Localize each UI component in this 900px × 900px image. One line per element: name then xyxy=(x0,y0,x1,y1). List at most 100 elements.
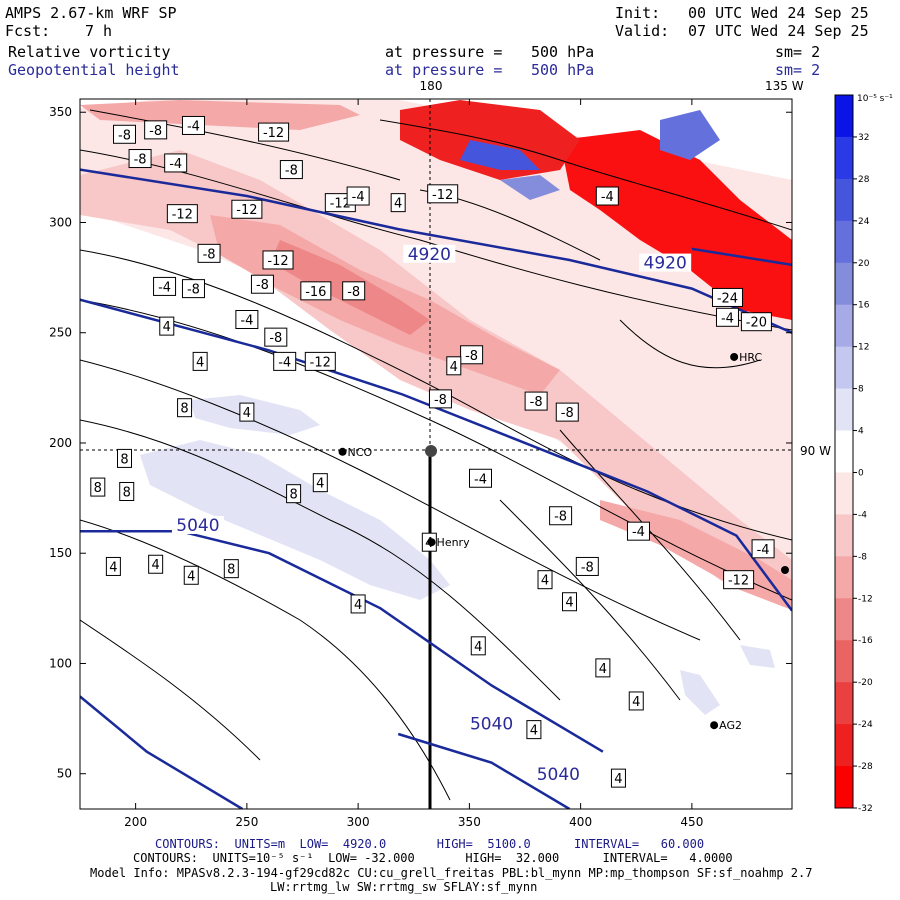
vorticity-label: -4 xyxy=(352,190,365,205)
colorbar-tick-label: 8 xyxy=(858,385,864,395)
height-contour-4920 xyxy=(80,168,792,334)
station-marker xyxy=(781,566,789,574)
colorbar-swatch xyxy=(835,262,853,306)
height-label-bg xyxy=(465,714,518,733)
vorticity-label: -12 xyxy=(236,203,257,218)
y-tick-label: 200 xyxy=(49,436,72,450)
vorticity-label: -4 xyxy=(721,311,734,326)
height-contour-5040 xyxy=(80,695,244,809)
colorbar-tick-label: 0 xyxy=(858,468,864,478)
x-tick-label: 450 xyxy=(680,815,703,829)
station-marker xyxy=(338,447,347,456)
vorticity-label: -8 xyxy=(434,393,447,408)
vort-contour-line xyxy=(619,319,761,369)
colorbar-tick-label: -24 xyxy=(858,720,873,730)
vorticity-label-box xyxy=(262,250,294,270)
vorticity-label: 4 xyxy=(599,662,607,677)
valid-label: Valid: xyxy=(615,22,670,40)
vorticity-label: -4 xyxy=(158,280,171,295)
colorbar-tick-label: 20 xyxy=(858,259,870,269)
vorticity-label-box xyxy=(304,351,336,371)
footer-physics-info: LW:rrtmg_lw SW:rrtmg_sw SFLAY:sf_mynn xyxy=(270,880,538,894)
field2-level-label: at pressure = xyxy=(385,61,503,79)
height-label-bg xyxy=(639,253,692,272)
storm-red2 xyxy=(400,100,580,180)
valid-value: 07 UTC Wed 24 Sep 25 xyxy=(688,22,869,40)
vorticity-label: -8 xyxy=(561,406,574,421)
vorticity-label: -8 xyxy=(149,124,162,139)
vorticity-label-box xyxy=(235,309,259,329)
vorticity-label-box xyxy=(183,565,199,585)
vorticity-label-box xyxy=(119,481,135,501)
vorticity-label: -8 xyxy=(530,395,543,410)
pos-vort-small1 xyxy=(190,395,320,435)
height-label-bg xyxy=(532,765,585,784)
vorticity-label: -8 xyxy=(465,349,478,364)
vorticity-label: -4 xyxy=(474,472,487,487)
y-tick-label: 100 xyxy=(49,656,72,670)
field2-level: 500 hPa xyxy=(531,61,595,79)
pole-marker xyxy=(425,445,437,457)
station-marker xyxy=(730,352,739,361)
vort-contour-line xyxy=(80,419,561,701)
vort-contour-line xyxy=(499,499,681,701)
vorticity-label-box xyxy=(239,402,255,422)
colorbar-swatch xyxy=(835,388,853,432)
colorbar-unit: 10⁻⁵ s⁻¹ xyxy=(857,94,893,104)
vorticity-label-box xyxy=(166,204,198,224)
height-label-bg xyxy=(171,515,224,534)
field1-level-label: at pressure = xyxy=(385,43,503,61)
vorticity-contours xyxy=(80,109,792,801)
colorbar-tick-label: -28 xyxy=(858,762,873,772)
vorticity-label-box xyxy=(715,307,739,327)
vorticity-label: 4 xyxy=(541,574,549,589)
vorticity-label: 4 xyxy=(614,772,622,787)
pos-vort-band xyxy=(140,440,450,600)
vorticity-label-box xyxy=(273,351,297,371)
colorbar-swatch xyxy=(835,766,853,809)
y-tick-label: 350 xyxy=(49,105,72,119)
vorticity-label-box xyxy=(549,506,573,526)
vorticity-label-box xyxy=(192,351,208,371)
field1-name: Relative vorticity xyxy=(8,43,171,61)
vorticity-label-box xyxy=(555,402,579,422)
vorticity-label-box xyxy=(286,484,302,504)
colorbar-swatch xyxy=(835,178,853,222)
vorticity-label-box xyxy=(595,658,611,678)
x-tick-label: 200 xyxy=(124,815,147,829)
vorticity-label: 4 xyxy=(243,406,251,421)
field2-name: Geopotential height xyxy=(8,61,180,79)
vorticity-label-box xyxy=(223,559,239,579)
vorticity-label: -4 xyxy=(169,157,182,172)
init-value: 00 UTC Wed 24 Sep 25 xyxy=(688,4,869,22)
vorticity-label-box xyxy=(312,473,328,493)
vorticity-label-box xyxy=(626,521,650,541)
y-tick-label: 150 xyxy=(49,546,72,560)
footer-vort-contours: CONTOURS: UNITS=10⁻⁵ s⁻¹ LOW= -32.000 HI… xyxy=(133,851,733,865)
init-label: Init: xyxy=(615,4,661,22)
height-label-bg xyxy=(403,244,456,263)
vorticity-label: 4 xyxy=(187,569,195,584)
vorticity-label-box xyxy=(264,327,288,347)
pos-vort-small2 xyxy=(680,670,720,715)
colorbar-tick-label: 16 xyxy=(858,301,870,311)
vorticity-label: -8 xyxy=(118,128,131,143)
station-marker xyxy=(710,721,719,730)
vorticity-label-box xyxy=(250,274,274,294)
vorticity-label: -8 xyxy=(256,278,269,293)
vorticity-label-box xyxy=(181,279,205,299)
vorticity-label-box xyxy=(144,120,168,140)
vorticity-label: 4 xyxy=(163,320,171,335)
vorticity-label: 4 xyxy=(152,558,160,573)
vorticity-label: -8 xyxy=(269,331,282,346)
vorticity-label-box xyxy=(610,768,626,788)
vorticity-label-box xyxy=(562,592,577,612)
footer-model-info: Model Info: MPASv8.2.3-194-gf29cd82c CU:… xyxy=(90,866,813,880)
vorticity-label-box xyxy=(346,186,370,206)
vorticity-label: -4 xyxy=(278,355,291,370)
vort-contour-line xyxy=(80,149,792,331)
vorticity-label-box xyxy=(153,276,177,296)
vorticity-label-box xyxy=(148,554,164,574)
vorticity-label: -12 xyxy=(728,574,749,589)
colorbar-swatch xyxy=(835,724,853,767)
